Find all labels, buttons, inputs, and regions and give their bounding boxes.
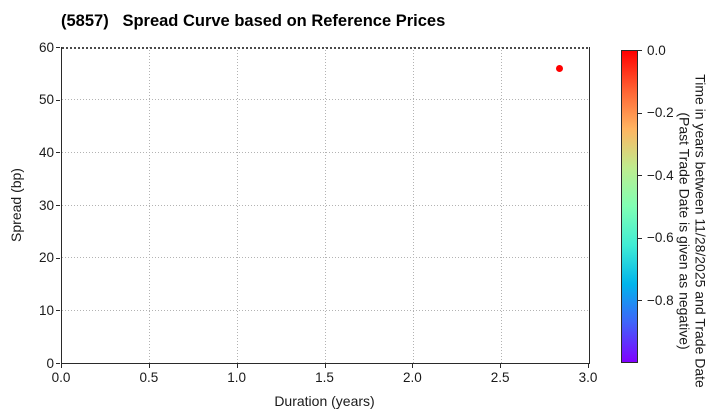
x-tick-mark — [500, 364, 502, 368]
y-tick-label: 10 — [38, 302, 54, 318]
colorbar-tick-mark — [638, 300, 642, 302]
colorbar-tick-label: −0.6 — [647, 230, 674, 246]
colorbar-label-line2: (Past Trade Date is given as negative) — [677, 112, 693, 350]
grid-line-horizontal — [62, 257, 589, 259]
x-tick-label: 3.0 — [578, 370, 598, 385]
grid-line-horizontal — [62, 204, 589, 206]
x-tick-label: 2.5 — [490, 370, 510, 385]
data-point — [556, 64, 564, 72]
colorbar-label-line1: Time in years between 11/28/2025 and Tra… — [692, 74, 709, 388]
y-tick-label: 50 — [38, 92, 54, 108]
colorbar-tick-label: −0.4 — [647, 167, 674, 183]
x-tick-mark — [324, 364, 326, 368]
y-tick-mark — [56, 205, 60, 206]
colorbar-tick-label: −0.2 — [647, 105, 674, 121]
colorbar-label: Time in years between 11/28/2025 and Tra… — [677, 74, 709, 388]
y-tick-mark — [56, 310, 60, 312]
colorbar-tick-mark — [638, 112, 642, 114]
colorbar-tick-mark — [638, 175, 642, 177]
y-tick-label: 60 — [38, 39, 54, 55]
x-tick-label: 2.0 — [402, 370, 422, 385]
y-tick-mark — [56, 152, 60, 154]
y-tick-label: 40 — [38, 144, 54, 160]
y-tick-label: 20 — [38, 250, 54, 266]
x-tick-mark — [236, 364, 238, 368]
x-tick-mark — [412, 364, 414, 368]
x-tick-label: 0.5 — [139, 370, 159, 385]
y-tick-mark — [56, 99, 60, 101]
colorbar — [621, 50, 638, 363]
grid-line-horizontal — [62, 99, 589, 101]
y-tick-label: 0 — [46, 355, 54, 371]
y-tick-mark — [56, 47, 60, 48]
y-tick-mark — [56, 363, 60, 364]
colorbar-tick-mark — [638, 50, 642, 51]
x-tick-label: 0.0 — [51, 370, 71, 385]
x-tick-mark — [588, 364, 589, 368]
x-axis-label: Duration (years) — [274, 393, 375, 409]
colorbar-tick-label: 0.0 — [647, 42, 666, 58]
colorbar-tick-mark — [638, 237, 642, 239]
x-tick-label: 1.5 — [315, 370, 334, 385]
x-tick-mark — [148, 364, 150, 368]
colorbar-tick-label: −0.8 — [647, 292, 674, 308]
chart-title: (5857) Spread Curve based on Reference P… — [61, 12, 446, 30]
y-tick-mark — [56, 257, 60, 259]
grid-line-horizontal — [62, 309, 589, 311]
x-tick-mark — [61, 364, 62, 368]
plot-area — [61, 47, 590, 364]
grid-line-horizontal — [62, 151, 589, 153]
x-tick-label: 1.0 — [227, 370, 247, 385]
y-tick-label: 30 — [38, 197, 54, 213]
